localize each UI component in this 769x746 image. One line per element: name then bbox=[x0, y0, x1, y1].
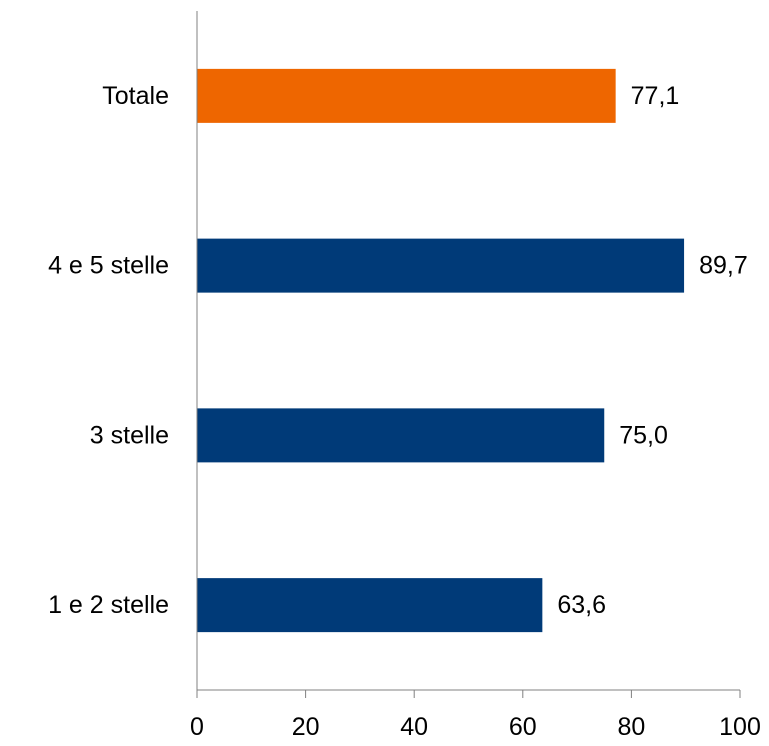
value-label-3: 63,6 bbox=[557, 591, 606, 619]
bar-0 bbox=[197, 68, 616, 123]
x-tick-label-5: 100 bbox=[719, 713, 761, 741]
x-tick-label-4: 80 bbox=[617, 713, 645, 741]
category-labels: Totale 4 e 5 stelle 3 stelle 1 e 2 stelle bbox=[48, 82, 169, 619]
category-label-2: 3 stelle bbox=[90, 421, 169, 449]
x-tick-label-0: 0 bbox=[190, 713, 204, 741]
bar-2 bbox=[197, 408, 605, 463]
value-label-1: 89,7 bbox=[699, 252, 748, 280]
x-tick-label-2: 40 bbox=[400, 713, 428, 741]
category-label-0: Totale bbox=[102, 82, 169, 110]
value-label-0: 77,1 bbox=[631, 82, 680, 110]
value-label-2: 75,0 bbox=[619, 421, 668, 449]
category-label-1: 4 e 5 stelle bbox=[48, 252, 169, 280]
bars-group bbox=[197, 68, 685, 633]
x-tick-label-3: 60 bbox=[509, 713, 537, 741]
axes-group bbox=[196, 11, 740, 691]
category-label-3: 1 e 2 stelle bbox=[48, 591, 169, 619]
bar-3 bbox=[197, 578, 543, 633]
x-ticks: 0 20 40 60 80 100 bbox=[190, 690, 761, 741]
value-labels: 77,1 89,7 75,0 63,6 bbox=[557, 82, 747, 619]
bar-1 bbox=[197, 238, 685, 293]
x-tick-label-1: 20 bbox=[292, 713, 320, 741]
